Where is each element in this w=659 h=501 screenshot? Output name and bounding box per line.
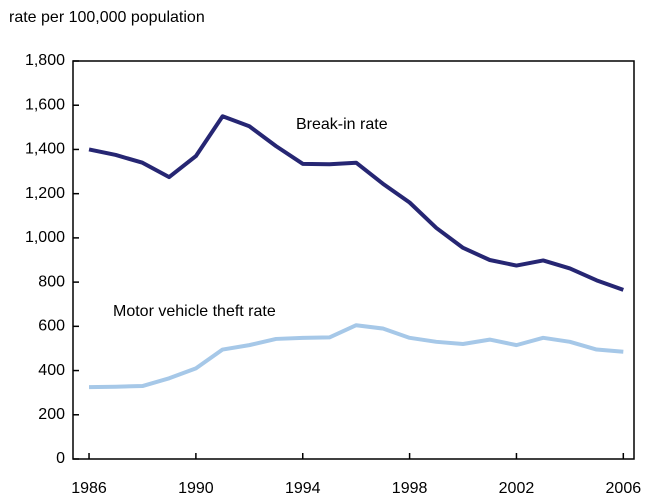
y-tick-label: 1,000	[25, 229, 65, 246]
series-line	[88, 114, 624, 292]
plot-frame	[72, 60, 635, 460]
y-tick-label: 400	[38, 362, 65, 379]
y-tick-label: 1,600	[25, 96, 65, 113]
x-tick-label: 1990	[178, 480, 214, 497]
series-line	[88, 323, 624, 390]
y-tick-label: 600	[38, 318, 65, 335]
y-tick-label: 200	[38, 406, 65, 423]
x-tick-label: 1994	[285, 480, 321, 497]
y-axis-label: rate per 100,000 population	[9, 9, 205, 26]
x-tick-label: 1998	[392, 480, 428, 497]
y-tick-label: 1,200	[25, 185, 65, 202]
x-tick-label: 2002	[499, 480, 535, 497]
y-tick-label: 800	[38, 273, 65, 290]
y-tick-label: 1,400	[25, 141, 65, 158]
annotation: Break-in rate	[296, 116, 388, 133]
x-tick-label: 1986	[71, 480, 107, 497]
x-tick-label: 2006	[606, 480, 642, 497]
annotation: Motor vehicle theft rate	[113, 303, 276, 320]
y-tick-label: 1,800	[25, 52, 65, 69]
y-tick-label: 0	[56, 450, 65, 467]
